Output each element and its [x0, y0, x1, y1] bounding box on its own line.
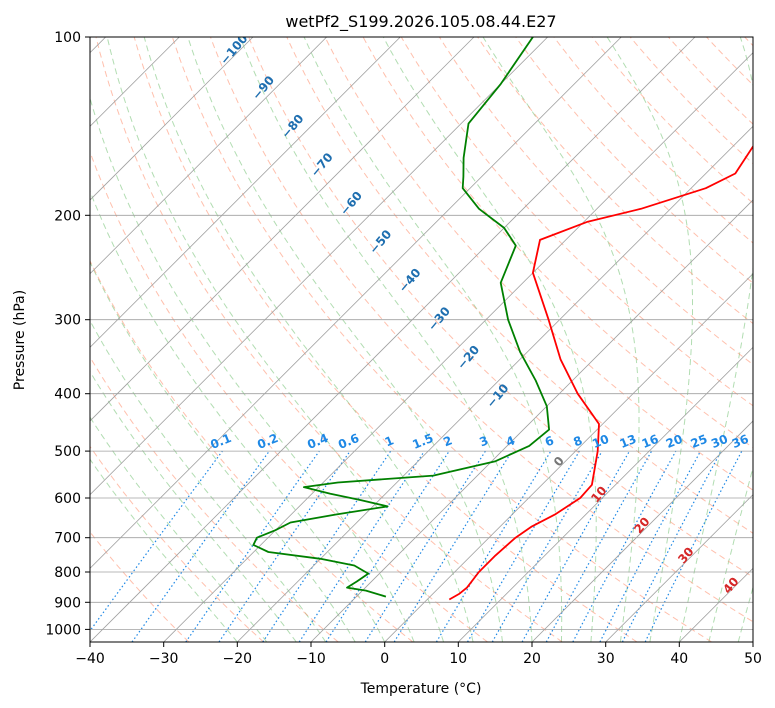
mixing-ratio-line: [644, 450, 743, 642]
moist-adiabat-line: [90, 189, 386, 642]
dry-adiabat-line: [477, 37, 753, 325]
isotherm-line: [90, 37, 254, 201]
moist-adiabat-line: [382, 37, 597, 642]
y-tick-label: 600: [54, 491, 81, 507]
mixing-ratio-label: 25: [689, 432, 710, 451]
x-tick-label: −10: [296, 651, 326, 667]
isotherm-line: [531, 420, 753, 642]
moist-adiabat-line: [90, 319, 327, 642]
moist-adiabats: [90, 37, 753, 642]
isotherm-line: [90, 37, 696, 642]
moist-adiabat-line: [303, 37, 563, 642]
temperature-profile-line: [448, 144, 753, 601]
moist-adiabat-line: [90, 458, 238, 642]
mixing-ratio-label: 10: [590, 432, 611, 451]
mixing-ratio-line: [325, 450, 450, 642]
mixing-ratio-label: 36: [730, 432, 751, 451]
dry-adiabat-line: [171, 37, 712, 642]
y-tick-label: 200: [54, 208, 81, 224]
y-tick-label: 900: [54, 595, 81, 611]
isotherm-line: [310, 199, 753, 642]
plot-area: 0.1 0.2 0.4 0.6 1 1.5 2 3 4 6 8 10 13 16 20 25 30 36−100−…: [90, 37, 753, 642]
y-tick-label: 700: [54, 531, 81, 547]
y-tick-label: 400: [54, 387, 81, 403]
dry-adiabat-line: [591, 37, 753, 204]
mixing-ratio-line: [262, 450, 392, 642]
isotherm-line: [90, 37, 622, 569]
dry-adiabat-line: [515, 37, 753, 284]
isotherm-line: [163, 52, 753, 642]
y-tick-label: 500: [54, 444, 81, 460]
mixing-ratio-line: [521, 450, 631, 642]
isobars: [90, 37, 753, 630]
moist-adiabat-line: [708, 465, 753, 642]
moist-adiabat-line: [106, 37, 445, 642]
moist-adiabat-line: [90, 370, 297, 642]
moist-adiabat-line: [482, 37, 640, 642]
mixing-ratio-line: [545, 450, 653, 642]
dry-adiabat-line: [210, 37, 753, 623]
y-tick-label: 1000: [45, 622, 81, 638]
dry-adiabat-line: [248, 37, 753, 578]
mixing-ratio-line: [218, 450, 351, 642]
isotherm-line: [605, 494, 753, 642]
x-tick-label: 50: [744, 651, 762, 667]
moist-adiabat-line: [90, 260, 356, 642]
x-tick-label: −20: [223, 651, 253, 667]
dewpoint-profile-line: [252, 37, 550, 598]
isotherm-line: [90, 37, 327, 275]
moist-adiabat-line: [606, 37, 693, 642]
mixing-ratio-line: [131, 450, 270, 642]
x-axis-label: Temperature (°C): [360, 681, 482, 697]
x-tick-label: 40: [670, 651, 688, 667]
mixing-ratio-label: 16: [640, 432, 661, 451]
isotherm-line: [384, 273, 753, 642]
y-tick-label: 100: [54, 30, 81, 46]
dry-adiabat-line: [133, 37, 638, 642]
isotherm-line: [90, 37, 548, 496]
moist-adiabat-line: [143, 37, 474, 642]
mixing-ratio-line: [572, 450, 677, 642]
dry-adiabat-line: [90, 259, 414, 642]
chart-title: wetPf2_S199.2026.105.08.44.E27: [285, 12, 556, 32]
y-tick-label: 300: [54, 313, 81, 329]
x-tick-label: −40: [75, 651, 105, 667]
dry-adiabat-line: [629, 37, 753, 165]
plot-frame: [89, 36, 754, 643]
x-tick-label: −30: [149, 651, 179, 667]
mixing-ratio-label: 30: [709, 432, 730, 451]
profile-lines: [252, 37, 753, 601]
y-axis-ticks: 100 200 300 400 500 600 700 800 900 1000: [45, 30, 90, 638]
moist-adiabat-line: [737, 585, 753, 642]
moist-adiabat-line: [90, 416, 268, 642]
isotherms: [90, 37, 753, 642]
isotherm-line: [237, 125, 753, 642]
x-tick-label: 20: [523, 651, 541, 667]
mixing-ratio-line: [185, 450, 320, 642]
mixing-ratio-line: [90, 450, 223, 632]
isotherm-line: [90, 37, 475, 422]
y-axis-label: Pressure (hPa): [12, 290, 28, 390]
isotherm-line: [458, 346, 753, 642]
dry-adiabat-line: [90, 445, 264, 642]
mixing-ratio-label: 13: [618, 432, 639, 451]
moist-adiabat-line: [187, 37, 503, 642]
x-tick-label: 30: [597, 651, 615, 667]
mixing-ratio-label: 20: [664, 432, 685, 451]
y-tick-label: 800: [54, 565, 81, 581]
x-axis-ticks: −40 −30 −20 −10 0 10 20 30 40 50: [75, 642, 762, 667]
mixing-ratio-line: [393, 450, 513, 642]
dry-adiabat-line: [400, 37, 753, 407]
mixing-ratio-lines: [90, 450, 743, 642]
x-tick-label: 10: [449, 651, 467, 667]
moist-adiabat-line: [678, 37, 753, 642]
x-tick-label: 0: [380, 651, 389, 667]
dry-adiabat-line: [324, 37, 753, 491]
dry-adiabat-line: [95, 37, 563, 642]
moist-adiabat-line: [239, 37, 533, 642]
isotherm-line: [90, 37, 401, 348]
